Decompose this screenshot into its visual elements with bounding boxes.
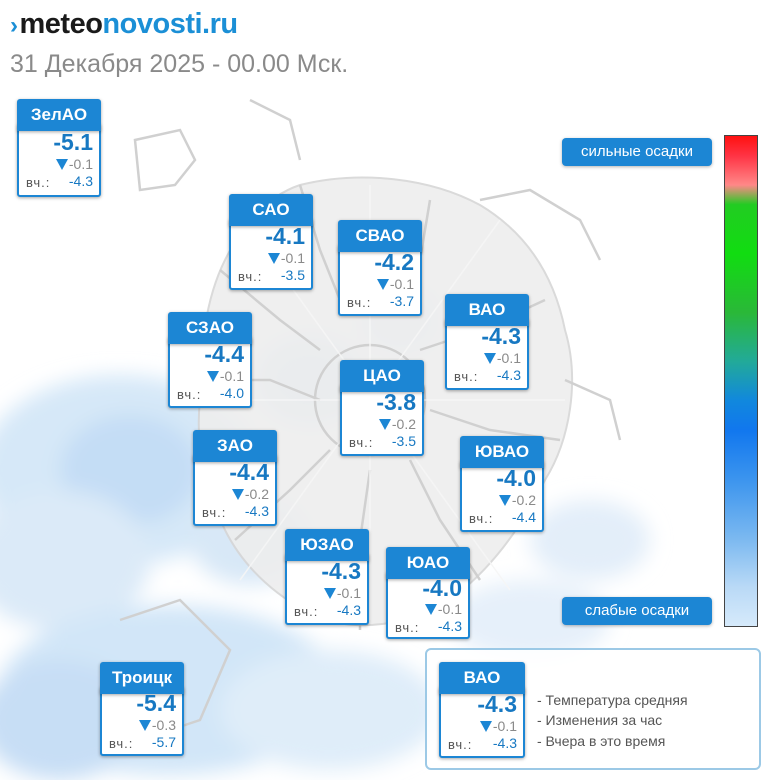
district-change: -0.1: [206, 368, 244, 384]
triangle-down-icon: [138, 720, 151, 731]
district-name: ВАО: [439, 662, 525, 694]
scale-label-strong: сильные осадки: [562, 138, 712, 166]
yesterday-label: вч.:: [448, 737, 473, 752]
triangle-down-icon: [231, 489, 244, 500]
district-card-sao: САО -4.1 -0.1 вч.: -3.5: [229, 194, 313, 290]
legend-item-yesterday: - Вчера в это время: [537, 733, 666, 749]
district-change: -0.1: [323, 585, 361, 601]
district-change: -0.1: [479, 718, 517, 734]
district-temp: -3.8: [376, 389, 416, 415]
triangle-down-icon: [378, 419, 391, 430]
district-temp: -4.2: [374, 249, 414, 275]
district-card-cao: ЦАО -3.8 -0.2 вч.: -3.5: [340, 360, 424, 456]
district-name: ЮАО: [386, 547, 470, 579]
district-change: -0.1: [424, 601, 462, 617]
legend-item-avg-temp: - Температура средняя: [537, 692, 688, 708]
yesterday-value: -3.5: [391, 433, 416, 449]
district-name: ЮВАО: [460, 436, 544, 468]
district-change: -0.2: [498, 492, 536, 508]
yesterday-label: вч.:: [395, 620, 420, 635]
yesterday-value: -3.5: [280, 267, 305, 283]
yesterday-label: вч.:: [109, 736, 134, 751]
chevron-right-icon: ›: [10, 12, 18, 39]
legend-sample-card: ВАО -4.3 -0.1 вч.: -4.3: [439, 662, 525, 758]
district-change: -0.2: [378, 416, 416, 432]
triangle-down-icon: [479, 721, 492, 732]
yesterday-value: -5.7: [151, 734, 176, 750]
yesterday-label: вч.:: [238, 269, 263, 284]
district-name: Троицк: [100, 662, 184, 694]
district-name: ЦАО: [340, 360, 424, 392]
yesterday-value: -4.4: [511, 509, 536, 525]
district-card-zao: ЗАО -4.4 -0.2 вч.: -4.3: [193, 430, 277, 526]
scale-label-weak: слабые осадки: [562, 597, 712, 625]
district-card-troitsk: Троицк -5.4 -0.3 вч.: -5.7: [100, 662, 184, 756]
triangle-down-icon: [483, 353, 496, 364]
district-card-svao: СВАО -4.2 -0.1 вч.: -3.7: [338, 220, 422, 316]
yesterday-label: вч.:: [177, 387, 202, 402]
district-change: -0.1: [55, 156, 93, 172]
district-change: -0.1: [267, 250, 305, 266]
site-logo[interactable]: ›meteonovosti.ru: [10, 6, 238, 44]
triangle-down-icon: [424, 604, 437, 615]
triangle-down-icon: [267, 253, 280, 264]
yesterday-label: вч.:: [294, 604, 319, 619]
district-change: -0.3: [138, 717, 176, 733]
yesterday-label: вч.:: [202, 505, 227, 520]
district-card-szao: СЗАО -4.4 -0.1 вч.: -4.0: [168, 312, 252, 408]
district-card-yuzao: ЮЗАО -4.3 -0.1 вч.: -4.3: [285, 529, 369, 625]
district-card-zelao: ЗелАО -5.1 -0.1 вч.: -4.3: [17, 99, 101, 197]
district-temp: -4.4: [229, 459, 269, 485]
yesterday-label: вч.:: [26, 175, 51, 190]
yesterday-label: вч.:: [349, 435, 374, 450]
yesterday-value: -4.3: [68, 173, 93, 189]
district-temp: -4.4: [204, 341, 244, 367]
triangle-down-icon: [376, 279, 389, 290]
district-card-yuvao: ЮВАО -4.0 -0.2 вч.: -4.4: [460, 436, 544, 532]
yesterday-label: вч.:: [454, 369, 479, 384]
district-temp: -4.0: [496, 465, 536, 491]
yesterday-value: -4.0: [219, 385, 244, 401]
yesterday-value: -4.3: [496, 367, 521, 383]
district-name: ЗАО: [193, 430, 277, 462]
district-change: -0.2: [231, 486, 269, 502]
district-name: САО: [229, 194, 313, 226]
district-temp: -5.4: [136, 690, 176, 716]
triangle-down-icon: [206, 371, 219, 382]
district-temp: -4.3: [481, 323, 521, 349]
legend-item-hourly-change: - Изменения за час: [537, 712, 663, 728]
district-card-vao: ВАО -4.3 -0.1 вч.: -4.3: [445, 294, 529, 390]
logo-novosti: novosti: [102, 8, 203, 40]
district-change: -0.1: [376, 276, 414, 292]
yesterday-label: вч.:: [469, 511, 494, 526]
triangle-down-icon: [323, 588, 336, 599]
district-temp: -4.3: [477, 691, 517, 717]
district-name: ЗелАО: [17, 99, 101, 131]
yesterday-value: -3.7: [389, 293, 414, 309]
district-name: ЮЗАО: [285, 529, 369, 561]
yesterday-label: вч.:: [347, 295, 372, 310]
precipitation-gradient-bar: [724, 135, 758, 627]
yesterday-value: -4.3: [492, 735, 517, 751]
district-card-yuao: ЮАО -4.0 -0.1 вч.: -4.3: [386, 547, 470, 639]
district-name: СЗАО: [168, 312, 252, 344]
yesterday-value: -4.3: [437, 618, 462, 634]
logo-ru: .ru: [202, 8, 238, 40]
district-change: -0.1: [483, 350, 521, 366]
district-temp: -4.0: [422, 575, 462, 601]
district-temp: -4.1: [265, 223, 305, 249]
legend-box: ВАО -4.3 -0.1 вч.: -4.3 - Температура ср…: [425, 648, 761, 770]
district-temp: -4.3: [321, 558, 361, 584]
logo-meteo: meteo: [19, 8, 103, 40]
yesterday-value: -4.3: [244, 503, 269, 519]
triangle-down-icon: [55, 159, 68, 170]
forecast-date: 31 Декабря 2025 - 00.00 Мск.: [10, 50, 349, 78]
district-name: ВАО: [445, 294, 529, 326]
triangle-down-icon: [498, 495, 511, 506]
yesterday-value: -4.3: [336, 602, 361, 618]
district-name: СВАО: [338, 220, 422, 252]
district-temp: -5.1: [53, 129, 93, 155]
